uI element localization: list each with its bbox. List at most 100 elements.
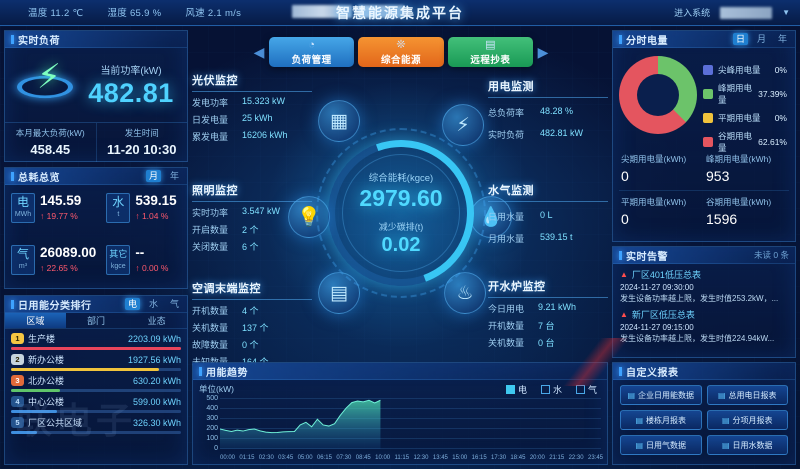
legend-item-gas[interactable]: 气 — [575, 383, 597, 396]
legend-swatch — [505, 385, 515, 394]
rank-badge: 3 — [11, 375, 24, 386]
x-tick: 07:30 — [336, 455, 352, 461]
chevron-right-icon[interactable]: ▶ — [537, 43, 549, 60]
period-toggle-month[interactable]: 月 — [145, 170, 161, 182]
tab-department[interactable]: 部门 — [87, 316, 106, 326]
gauge-track — [328, 140, 474, 286]
report-button-label: 日用气数据 — [646, 440, 687, 450]
tab-business[interactable]: 业态 — [147, 316, 166, 326]
report-button-building-monthly[interactable]: ▤ 楼栋月报表 — [620, 410, 702, 430]
electricity-bolt-icon[interactable]: ⚡ — [442, 104, 484, 146]
y-tick: 100 — [206, 435, 218, 442]
x-tick: 15:00 — [452, 455, 468, 461]
report-button-daily-gas[interactable]: ▤ 日用气数据 — [620, 435, 702, 455]
nav-button-label: 综合能源 — [380, 55, 421, 66]
row-key: 累发电量 — [192, 132, 229, 142]
toggle-year[interactable]: 年 — [777, 34, 787, 44]
chevron-left-icon[interactable]: ◀ — [253, 43, 265, 60]
row-key: 实时负荷 — [488, 130, 525, 140]
report-button-daily-water[interactable]: ▤ 日用水数据 — [706, 435, 788, 455]
tab-area[interactable]: 区域 — [5, 313, 66, 328]
title-accent-icon — [619, 366, 622, 376]
legend-value: 0% — [774, 65, 787, 75]
title-accent-icon — [11, 299, 14, 309]
toggle-electricity[interactable]: 电 — [124, 298, 140, 310]
legend-label: 电 — [517, 385, 527, 395]
list-item[interactable]: 3 北办公楼 630.20 kWh — [11, 374, 181, 392]
gauge-value-2: 0.02 — [381, 233, 421, 256]
nav-button-remote-meter-reading[interactable]: ▤ 远程抄表 — [447, 37, 533, 67]
total-item-gas: 气 m³ 26089.00 ↑ 22.65 % — [5, 237, 100, 289]
list-item[interactable]: 4 中心公楼 599.00 kWh — [11, 395, 181, 413]
enter-system-link[interactable]: 进入系统 — [674, 8, 711, 18]
toggle-gas[interactable]: 气 — [169, 299, 179, 309]
rank-value: 599.00 kWh — [132, 396, 181, 407]
report-button-enterprise-daily-energy[interactable]: ▤ 企业日用能数据 — [620, 385, 702, 405]
total-item-body: 539.15 ↑ 1.04 % — [135, 193, 176, 237]
tou-period-toggle: 日 月 年 — [732, 33, 790, 45]
stat-label: 平期用电量(kWh) — [621, 197, 687, 207]
list-item[interactable]: ▲ 厂区401低压总表 2024-11-27 09:30:00 发生设备功率越上… — [613, 264, 795, 304]
row-key: 故障数量 — [192, 340, 229, 350]
nav-button-label: 负荷管理 — [291, 55, 332, 66]
electricity-monitoring-card: 用电监测 总负荷率 48.28 % 实时负荷 482.81 kW — [488, 78, 608, 141]
period-toggle-year[interactable]: 年 — [169, 171, 179, 181]
legend-item-electricity[interactable]: 电 — [505, 383, 527, 396]
nav-button-integrated-energy[interactable]: ❊ 综合能源 — [358, 37, 444, 67]
title-accent-icon — [619, 250, 622, 260]
tou-stats-grid: 尖期用电量(kWh) 0 峰期用电量(kWh) 953 平期用电量(kWh) 0 谷期… — [613, 148, 795, 233]
ranking-list: 1 生产楼 2203.09 kWh 2 新办公楼 1927.56 kWh 3 北… — [5, 329, 187, 434]
rank-badge: 1 — [11, 333, 24, 344]
toggle-month[interactable]: 月 — [756, 34, 766, 44]
list-item[interactable]: ▲ 新厂区低压总表 2024-11-27 09:15:00 发生设备功率越上限，… — [613, 304, 795, 344]
rank-badge: 4 — [11, 396, 24, 407]
x-tick: 00:00 — [220, 455, 236, 461]
user-name-redacted[interactable] — [720, 6, 773, 19]
unread-count: 未读 0 条 — [754, 250, 789, 260]
chevron-down-icon[interactable]: ▼ — [782, 8, 790, 17]
legend-swatch — [540, 385, 550, 394]
load-footer: 本月最大负荷(kW) 458.45 发生时间 11-20 10:30 — [5, 122, 187, 162]
total-item-body: 26089.00 ↑ 22.65 % — [40, 245, 96, 289]
x-tick: 11:15 — [394, 455, 410, 461]
legend-label: 平期用电量 — [718, 113, 761, 123]
legend-value: 37.39% — [758, 89, 787, 99]
tou-chart-area: 尖峰用电量 0% 峰期用电量 37.39% 平期用电量 0% 谷期用电量 62.61% — [613, 48, 795, 153]
report-button-total-electricity-daily[interactable]: ▤ 总用电日报表 — [706, 385, 788, 405]
list-item[interactable]: 2 新办公楼 1927.56 kWh — [11, 353, 181, 371]
report-button-subitem-monthly[interactable]: ▤ 分项月报表 — [706, 410, 788, 430]
gauge-label-2: 减少碳排(t) — [378, 221, 424, 232]
other-icon: 其它 kgce — [106, 245, 131, 275]
alarm-device-name: 厂区401低压总表 — [631, 270, 701, 280]
toggle-water[interactable]: 水 — [148, 299, 158, 309]
panel-title-bar: 用能趋势 — [193, 363, 607, 380]
icon-char: 其它 — [109, 249, 128, 259]
legend-item-water[interactable]: 水 — [540, 383, 562, 396]
row-value: 6 个 — [242, 242, 259, 252]
water-icon: 水 t — [106, 193, 131, 223]
total-item-body: -- ↑ 0.00 % — [135, 245, 168, 289]
nav-button-load-management[interactable]: ◔ 负荷管理 — [269, 37, 355, 67]
row-value: 2 个 — [242, 225, 259, 235]
x-tick: 01:15 — [239, 455, 255, 461]
x-tick: 21:15 — [549, 455, 565, 461]
rank-bar — [11, 410, 181, 413]
current-power-label: 当前功率(kW) — [100, 65, 162, 77]
toggle-day[interactable]: 日 — [732, 33, 748, 45]
stat-value: 1596 — [706, 211, 738, 227]
list-item[interactable]: 1 生产楼 2203.09 kWh — [11, 332, 181, 350]
solar-panel-icon[interactable]: ▦ — [318, 100, 360, 142]
arrow-up-icon: ↑ — [135, 263, 140, 273]
title-accent-icon — [11, 34, 14, 44]
row-value: 482.81 kW — [540, 128, 584, 138]
stat-value: 0 — [621, 211, 629, 227]
reports-grid: ▤ 企业日用能数据 ▤ 总用电日报表 ▤ 楼栋月报表 ▤ 分项月报表 ▤ 日用气数据 ▤ 日… — [613, 380, 795, 460]
panel-title: 总耗总览 — [18, 172, 60, 184]
list-item[interactable]: 5 厂区公共区域 326.30 kWh — [11, 416, 181, 434]
water-gas-monitoring-card: 水气监测 日用水量 0 L 月用水量 539.15 t — [488, 182, 608, 245]
monthly-max-value: 458.45 — [30, 142, 71, 157]
chart-x-axis: 00:00 01:15 02:30 03:45 05:00 06:15 07:30 08:45… — [220, 455, 603, 461]
time-of-use-panel: 分时电量 日 月 年 尖峰用电量 0% 峰期用电量 37.39% 平期用电量 0% 谷… — [612, 30, 796, 242]
gauge-icon: ◔ — [308, 39, 315, 51]
